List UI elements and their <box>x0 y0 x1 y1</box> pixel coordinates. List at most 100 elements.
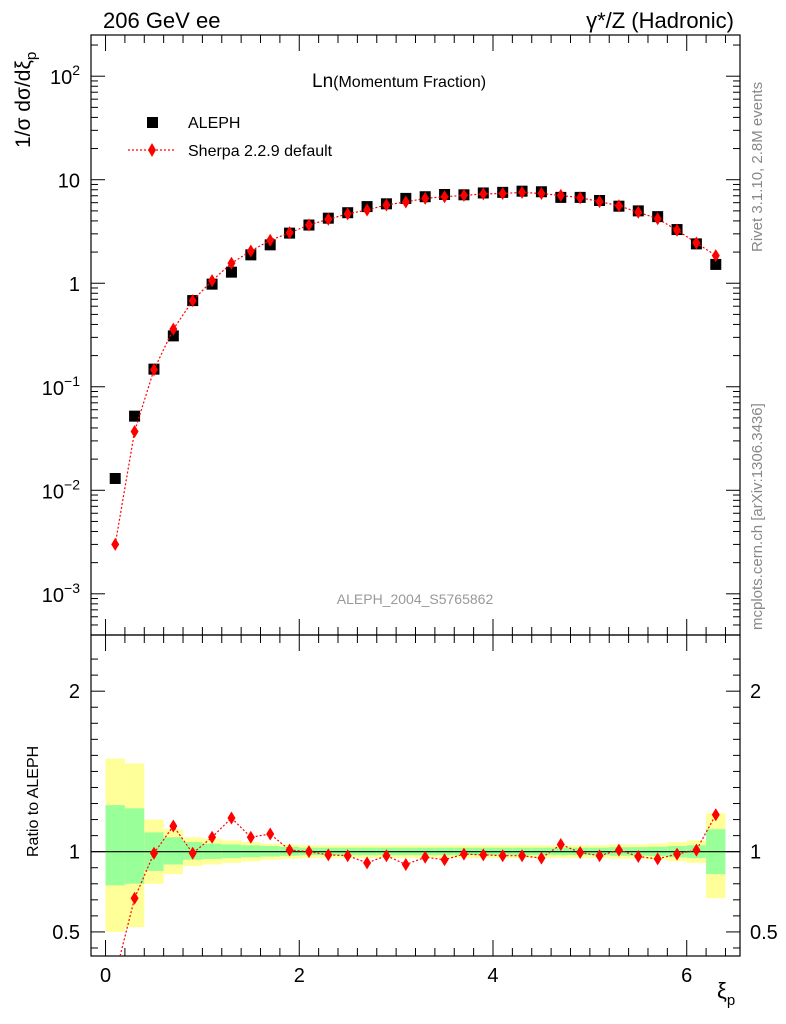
legend-marker-aleph <box>147 117 158 128</box>
main-y-tick-label: 10−2 <box>42 476 80 503</box>
header-left: 206 GeV ee <box>103 8 220 33</box>
ratio-sherpa-point <box>227 811 236 825</box>
ratio-y-tick-label-right: 2 <box>750 681 761 703</box>
sherpa-point <box>130 424 139 438</box>
main-title: Ln(Momentum Fraction) <box>312 71 486 92</box>
ratio-sherpa-point <box>208 830 217 844</box>
analysis-watermark: ALEPH_2004_S5765862 <box>337 591 494 607</box>
sherpa-point <box>382 198 391 212</box>
main-y-tick-label: 102 <box>50 62 80 89</box>
ratio-sherpa-point <box>518 849 527 863</box>
aleph-point <box>167 330 179 342</box>
sherpa-point <box>285 226 294 240</box>
band-green-bin <box>163 837 184 865</box>
ratio-sherpa-point <box>653 852 662 866</box>
x-axis-label: ξp <box>717 978 735 1009</box>
ratio-sherpa-point <box>498 849 507 863</box>
sherpa-point <box>324 212 333 226</box>
sherpa-point <box>169 322 178 336</box>
ratio-sherpa-point <box>711 808 720 822</box>
main-y-tick-label: 10 <box>58 171 80 193</box>
x-tick-label: 0 <box>100 965 111 987</box>
sherpa-point <box>363 203 372 217</box>
ratio-sherpa-point <box>479 848 488 862</box>
ratio-y-axis-label: Ratio to ALEPH <box>25 746 42 857</box>
ratio-sherpa-point <box>673 847 682 861</box>
sherpa-point <box>479 187 488 201</box>
band-green-bin <box>105 805 125 886</box>
main-y-tick-label: 10−3 <box>42 580 80 607</box>
ratio-y-tick-label-right: 0.5 <box>750 922 778 944</box>
ratio-sherpa-point <box>576 845 585 859</box>
sherpa-point <box>595 195 604 209</box>
sherpa-point <box>208 274 217 288</box>
legend-label-aleph: ALEPH <box>188 115 240 132</box>
ratio-sherpa-point <box>556 837 565 851</box>
sherpa-point <box>188 294 197 308</box>
ratio-sherpa-point <box>692 843 701 857</box>
ratio-sherpa-point <box>324 848 333 862</box>
x-tick-label: 4 <box>487 965 498 987</box>
ratio-sherpa-point <box>382 849 391 863</box>
sherpa-point <box>401 195 410 209</box>
main-y-tick-label: 1 <box>69 274 80 296</box>
ratio-y-tick-label-left: 0.5 <box>52 922 80 944</box>
sherpa-point <box>246 244 255 258</box>
sherpa-point <box>421 191 430 205</box>
ratio-sherpa-point <box>246 830 255 844</box>
main-y-axis-label: 1/σ dσ/dξp <box>12 52 40 148</box>
ratio-sherpa-point <box>401 858 410 872</box>
ratio-sherpa-point <box>266 827 275 841</box>
ratio-sherpa-point <box>149 846 158 860</box>
legend: ALEPH Sherpa 2.2.9 default <box>128 115 333 160</box>
header-right: γ*/Z (Hadronic) <box>586 8 734 33</box>
sherpa-point <box>304 218 313 232</box>
ratio-sherpa-point <box>459 847 468 861</box>
ratio-y-tick-label-left: 1 <box>69 842 80 864</box>
aleph-point <box>109 472 121 484</box>
ratio-y-tick-label-left: 2 <box>69 681 80 703</box>
sherpa-point <box>518 185 527 199</box>
ratio-sherpa-point <box>130 891 139 905</box>
sherpa-point <box>692 236 701 250</box>
sherpa-point <box>111 537 120 551</box>
ratio-sherpa-point <box>188 846 197 860</box>
sherpa-point <box>673 223 682 237</box>
ratio-sherpa-point <box>343 849 352 863</box>
sherpa-point <box>498 187 507 201</box>
sherpa-point <box>459 188 468 202</box>
aleph-point <box>710 258 722 270</box>
x-tick-label: 2 <box>294 965 305 987</box>
ratio-sherpa-point <box>285 843 294 857</box>
sherpa-point <box>343 207 352 221</box>
ratio-sherpa-point <box>440 853 449 867</box>
sherpa-point <box>440 190 449 204</box>
ratio-sherpa-point <box>595 849 604 863</box>
x-tick-label: 6 <box>681 965 692 987</box>
sherpa-point <box>556 188 565 202</box>
ratio-axes: 0 2 4 6 0.5 0.5 1 1 2 2 <box>52 634 778 987</box>
sherpa-point <box>634 205 643 219</box>
sherpa-line <box>114 191 717 545</box>
sherpa-point <box>653 212 662 226</box>
ratio-sherpa-point <box>634 849 643 863</box>
rivet-version-label: Rivet 3.1.10, 2.8M events <box>749 82 766 252</box>
ratio-sherpa-point <box>363 856 372 870</box>
main-y-tick-label: 10−1 <box>42 373 80 400</box>
band-green-bin <box>124 808 145 884</box>
sherpa-point <box>711 249 720 263</box>
main-axes: 10−3 10−2 10−1 1 10 102 <box>42 34 741 636</box>
sherpa-point <box>576 191 585 205</box>
legend-label-sherpa: Sherpa 2.2.9 default <box>188 143 333 160</box>
aleph-point <box>129 410 141 422</box>
legend-marker-sherpa <box>148 143 156 157</box>
sherpa-point <box>266 233 275 247</box>
ratio-uncertainty-bands <box>105 758 726 932</box>
main-data-marks <box>109 185 722 551</box>
ratio-sherpa-point <box>304 845 313 859</box>
sherpa-point <box>537 187 546 201</box>
ratio-data-marks <box>119 808 720 956</box>
aleph-point <box>225 266 237 278</box>
ratio-sherpa-point <box>169 819 178 833</box>
